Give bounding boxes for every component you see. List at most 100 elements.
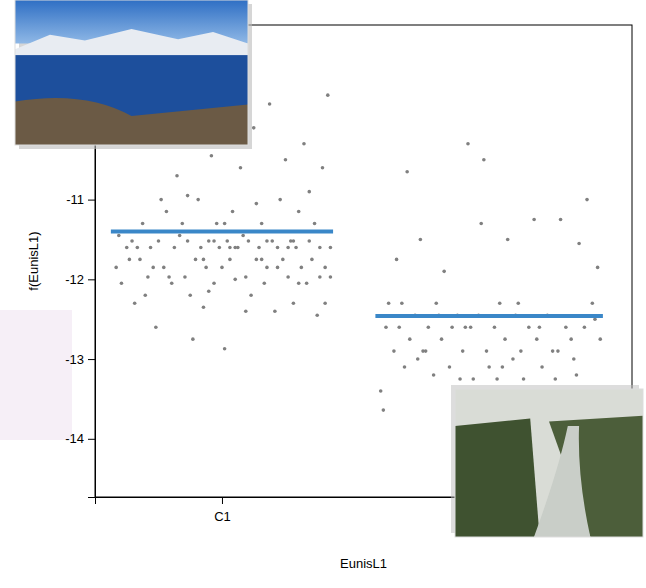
point: [223, 222, 227, 226]
point: [151, 266, 155, 270]
point: [329, 246, 333, 250]
point: [149, 246, 153, 250]
point: [180, 222, 184, 226]
point: [207, 289, 211, 293]
fit-line: [375, 314, 602, 318]
point: [146, 275, 150, 279]
point: [556, 349, 560, 353]
point: [173, 246, 177, 250]
point: [479, 222, 483, 226]
point: [498, 301, 502, 305]
point: [223, 347, 227, 351]
point: [535, 337, 539, 341]
point: [175, 174, 179, 178]
point: [448, 365, 452, 369]
y-tick-label: -14: [65, 431, 84, 446]
point: [392, 349, 396, 353]
point: [260, 222, 264, 226]
point: [471, 377, 475, 381]
point: [493, 325, 497, 329]
point: [596, 266, 600, 270]
point: [400, 301, 404, 305]
point: [511, 357, 515, 361]
point: [159, 198, 163, 202]
point: [270, 239, 274, 243]
point: [202, 305, 206, 309]
point: [255, 258, 259, 262]
point: [138, 258, 142, 262]
point: [598, 337, 602, 341]
point: [318, 275, 322, 279]
point: [212, 282, 216, 286]
x-tick: C1: [214, 497, 231, 524]
point: [323, 266, 327, 270]
point: [326, 93, 330, 97]
point: [244, 275, 248, 279]
point: [395, 258, 399, 262]
point: [210, 154, 214, 158]
y-tick-label: -12: [65, 272, 84, 287]
point: [241, 234, 245, 238]
point: [487, 365, 491, 369]
point: [575, 373, 579, 377]
point: [143, 293, 147, 297]
y-tick-label: -13: [65, 352, 84, 367]
point: [461, 349, 465, 353]
point: [564, 325, 568, 329]
point: [252, 126, 256, 130]
point: [527, 325, 531, 329]
point: [577, 242, 581, 246]
point: [257, 246, 261, 250]
point: [408, 337, 412, 341]
point: [522, 377, 526, 381]
point: [228, 246, 232, 250]
point: [247, 239, 251, 243]
point: [318, 246, 322, 250]
y-tick: -13: [65, 352, 95, 367]
point: [432, 373, 436, 377]
point: [403, 365, 407, 369]
y-tick: -12: [65, 272, 95, 287]
point: [305, 282, 309, 286]
point: [516, 301, 520, 305]
point: [506, 238, 510, 242]
point: [538, 325, 542, 329]
point: [196, 198, 200, 202]
point: [265, 266, 269, 270]
point: [136, 246, 140, 250]
point: [154, 325, 158, 329]
point: [204, 266, 208, 270]
point: [419, 238, 423, 242]
point: [591, 301, 595, 305]
point: [297, 210, 301, 214]
point: [382, 408, 386, 412]
point: [397, 325, 401, 329]
point: [387, 301, 391, 305]
point: [482, 158, 486, 162]
point: [469, 325, 473, 329]
point: [278, 198, 282, 202]
point: [167, 275, 171, 279]
point: [551, 349, 555, 353]
x-tick-label: C1: [214, 509, 231, 524]
y-tick-mark: [88, 279, 95, 280]
point-group: [379, 142, 602, 412]
y-tick-label: -11: [66, 192, 84, 207]
y-tick-mark: [88, 439, 95, 440]
point: [218, 246, 222, 250]
point: [281, 258, 285, 262]
point: [188, 293, 192, 297]
point: [130, 239, 134, 243]
photo-valley: [451, 385, 643, 537]
point: [268, 102, 272, 106]
point: [495, 377, 499, 381]
point: [117, 234, 121, 238]
point: [416, 357, 420, 361]
y-tick-mark: [88, 200, 95, 201]
point: [329, 275, 333, 279]
point: [186, 239, 190, 243]
point: [231, 210, 235, 214]
y-tick: -11: [66, 192, 95, 207]
point: [572, 357, 576, 361]
point: [503, 337, 507, 341]
